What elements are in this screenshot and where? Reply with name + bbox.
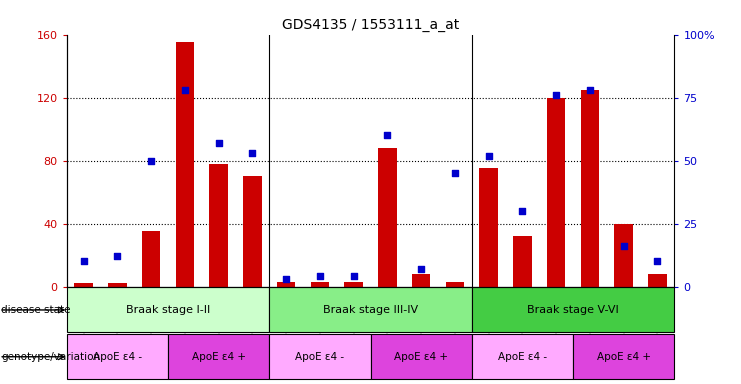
Bar xyxy=(345,282,363,286)
Point xyxy=(145,157,157,164)
Bar xyxy=(370,334,472,379)
Bar xyxy=(648,274,667,286)
Bar xyxy=(277,282,296,286)
Bar xyxy=(243,176,262,286)
Bar xyxy=(573,334,674,379)
Point xyxy=(482,152,494,159)
Bar xyxy=(412,274,431,286)
Point xyxy=(78,258,90,265)
Bar xyxy=(378,148,396,286)
Text: Braak stage V-VI: Braak stage V-VI xyxy=(527,305,619,315)
Point xyxy=(551,92,562,98)
Point xyxy=(247,150,259,156)
Bar xyxy=(269,288,472,333)
Point xyxy=(382,132,393,139)
Bar xyxy=(168,334,269,379)
Point xyxy=(213,140,225,146)
Point xyxy=(314,273,326,280)
Point xyxy=(280,276,292,282)
Bar xyxy=(479,169,498,286)
Bar xyxy=(176,43,194,286)
Text: ApoE ε4 +: ApoE ε4 + xyxy=(192,352,245,362)
Point xyxy=(584,87,596,93)
Point xyxy=(516,208,528,214)
Point xyxy=(651,258,663,265)
Text: ApoE ε4 -: ApoE ε4 - xyxy=(93,352,142,362)
Bar xyxy=(581,90,599,286)
Bar xyxy=(67,288,269,333)
Text: disease state: disease state xyxy=(1,305,71,315)
Bar xyxy=(269,334,370,379)
Bar xyxy=(209,164,228,286)
Text: ApoE ε4 +: ApoE ε4 + xyxy=(597,352,651,362)
Bar xyxy=(310,282,329,286)
Point xyxy=(449,170,461,176)
Point xyxy=(618,243,630,249)
Text: Braak stage III-IV: Braak stage III-IV xyxy=(323,305,418,315)
Text: ApoE ε4 -: ApoE ε4 - xyxy=(296,352,345,362)
Bar xyxy=(547,98,565,286)
Point xyxy=(348,273,359,280)
Point xyxy=(179,87,190,93)
Text: ApoE ε4 -: ApoE ε4 - xyxy=(498,352,547,362)
Bar xyxy=(445,282,464,286)
Bar xyxy=(472,334,573,379)
Title: GDS4135 / 1553111_a_at: GDS4135 / 1553111_a_at xyxy=(282,18,459,32)
Bar xyxy=(614,223,633,286)
Bar xyxy=(108,283,127,286)
Bar xyxy=(513,236,532,286)
Text: ApoE ε4 +: ApoE ε4 + xyxy=(394,352,448,362)
Bar xyxy=(142,232,160,286)
Bar xyxy=(74,283,93,286)
Text: Braak stage I-II: Braak stage I-II xyxy=(126,305,210,315)
Point xyxy=(111,253,123,260)
Text: genotype/variation: genotype/variation xyxy=(1,352,101,362)
Point xyxy=(415,266,427,272)
Bar xyxy=(67,334,168,379)
Bar xyxy=(472,288,674,333)
